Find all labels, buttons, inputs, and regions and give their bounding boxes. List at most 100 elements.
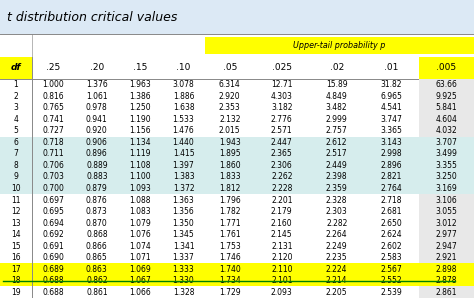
Bar bbox=[419, 171, 474, 183]
Text: 0.695: 0.695 bbox=[43, 207, 64, 216]
Text: 2.898: 2.898 bbox=[436, 265, 457, 274]
Text: 12: 12 bbox=[11, 207, 21, 216]
Text: 3.143: 3.143 bbox=[381, 138, 402, 147]
Text: 2.398: 2.398 bbox=[326, 173, 347, 181]
Text: .02: .02 bbox=[329, 63, 344, 72]
Bar bbox=[0, 286, 474, 298]
Text: 2.861: 2.861 bbox=[436, 288, 457, 297]
Text: .10: .10 bbox=[176, 63, 191, 72]
Text: 9.925: 9.925 bbox=[436, 92, 457, 101]
Text: 2.282: 2.282 bbox=[326, 218, 347, 228]
Text: 2.517: 2.517 bbox=[326, 149, 347, 159]
Text: 2.681: 2.681 bbox=[381, 207, 402, 216]
Bar bbox=[419, 114, 474, 125]
Bar bbox=[205, 57, 255, 79]
Text: 1.740: 1.740 bbox=[219, 265, 241, 274]
Bar bbox=[32, 57, 75, 79]
Text: 2.650: 2.650 bbox=[381, 218, 402, 228]
Bar bbox=[419, 229, 474, 240]
Text: 2.235: 2.235 bbox=[326, 253, 347, 262]
Text: 2.179: 2.179 bbox=[271, 207, 292, 216]
Bar bbox=[255, 57, 309, 79]
Bar bbox=[162, 57, 205, 79]
Text: 2.947: 2.947 bbox=[436, 242, 457, 251]
Text: 2.145: 2.145 bbox=[271, 230, 292, 239]
Text: 0.941: 0.941 bbox=[86, 115, 108, 124]
Bar bbox=[419, 217, 474, 229]
Text: 2.205: 2.205 bbox=[326, 288, 347, 297]
Text: 18: 18 bbox=[11, 276, 21, 285]
Text: 1: 1 bbox=[14, 80, 18, 89]
Text: 1.067: 1.067 bbox=[129, 276, 151, 285]
Text: 4.849: 4.849 bbox=[326, 92, 347, 101]
Text: 2.262: 2.262 bbox=[271, 173, 292, 181]
Bar bbox=[0, 125, 474, 136]
Text: 1.083: 1.083 bbox=[129, 207, 151, 216]
Text: 6.314: 6.314 bbox=[219, 80, 241, 89]
Text: .15: .15 bbox=[133, 63, 147, 72]
Text: 2.920: 2.920 bbox=[219, 92, 241, 101]
Text: 1.363: 1.363 bbox=[173, 195, 194, 204]
Text: 1.729: 1.729 bbox=[219, 288, 241, 297]
Text: 2.132: 2.132 bbox=[219, 115, 240, 124]
Text: 0.866: 0.866 bbox=[86, 242, 108, 251]
Text: 1.069: 1.069 bbox=[129, 265, 151, 274]
Text: 0.873: 0.873 bbox=[86, 207, 108, 216]
Bar bbox=[419, 206, 474, 217]
Text: 1.345: 1.345 bbox=[173, 230, 194, 239]
Text: 1.088: 1.088 bbox=[129, 195, 151, 204]
Text: 2.998: 2.998 bbox=[381, 149, 402, 159]
Text: 5.841: 5.841 bbox=[436, 103, 457, 112]
Text: 16: 16 bbox=[11, 253, 21, 262]
Text: 2.303: 2.303 bbox=[326, 207, 347, 216]
Text: 2.776: 2.776 bbox=[271, 115, 292, 124]
Text: 2.214: 2.214 bbox=[326, 276, 347, 285]
Bar bbox=[419, 148, 474, 160]
Text: 1.341: 1.341 bbox=[173, 242, 194, 251]
Text: 0.906: 0.906 bbox=[86, 138, 108, 147]
Text: 1.376: 1.376 bbox=[86, 80, 108, 89]
Bar bbox=[0, 0, 474, 34]
Bar bbox=[419, 263, 474, 275]
Text: .01: .01 bbox=[384, 63, 399, 72]
Bar bbox=[419, 91, 474, 102]
Text: 1.000: 1.000 bbox=[43, 80, 64, 89]
Text: 12.71: 12.71 bbox=[271, 80, 292, 89]
Bar bbox=[0, 148, 474, 160]
Text: 2.306: 2.306 bbox=[271, 161, 292, 170]
Text: 6: 6 bbox=[13, 138, 18, 147]
Bar bbox=[419, 125, 474, 136]
Text: 13: 13 bbox=[11, 218, 21, 228]
Text: 2.264: 2.264 bbox=[326, 230, 347, 239]
Bar bbox=[419, 102, 474, 114]
Bar bbox=[419, 79, 474, 91]
Text: 0.861: 0.861 bbox=[86, 288, 108, 297]
Text: 2: 2 bbox=[14, 92, 18, 101]
Text: 2.224: 2.224 bbox=[326, 265, 347, 274]
Text: 1.190: 1.190 bbox=[129, 115, 151, 124]
Text: 1.415: 1.415 bbox=[173, 149, 194, 159]
Text: 3.707: 3.707 bbox=[436, 138, 457, 147]
Text: 0.879: 0.879 bbox=[86, 184, 108, 193]
Bar bbox=[419, 183, 474, 194]
Text: 3.365: 3.365 bbox=[381, 126, 402, 135]
Text: 1.761: 1.761 bbox=[219, 230, 241, 239]
Text: 4: 4 bbox=[13, 115, 18, 124]
Text: 1.134: 1.134 bbox=[129, 138, 151, 147]
Text: 1.350: 1.350 bbox=[173, 218, 194, 228]
Text: 1.330: 1.330 bbox=[173, 276, 194, 285]
Text: 1.397: 1.397 bbox=[173, 161, 194, 170]
Bar bbox=[0, 34, 474, 57]
Text: 1.119: 1.119 bbox=[129, 149, 151, 159]
Text: 0.816: 0.816 bbox=[43, 92, 64, 101]
Text: 0.727: 0.727 bbox=[43, 126, 64, 135]
Bar bbox=[0, 275, 474, 286]
Text: 9: 9 bbox=[13, 173, 18, 181]
Text: 3.182: 3.182 bbox=[271, 103, 292, 112]
Text: 1.746: 1.746 bbox=[219, 253, 241, 262]
Text: 1.250: 1.250 bbox=[129, 103, 151, 112]
Bar bbox=[0, 206, 474, 217]
Text: 2.353: 2.353 bbox=[219, 103, 241, 112]
Text: 1.356: 1.356 bbox=[173, 207, 194, 216]
Text: .25: .25 bbox=[46, 63, 61, 72]
